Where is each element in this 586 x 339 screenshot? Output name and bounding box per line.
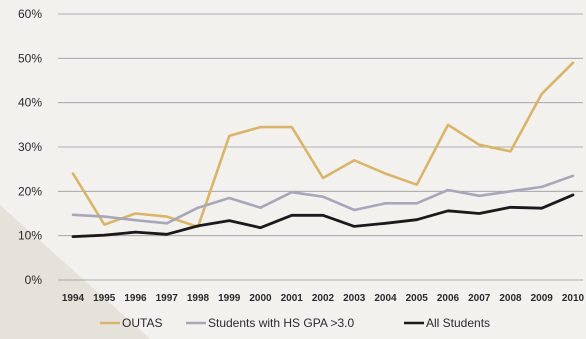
y-axis-ticks: 0% 10% 20% 30% 40% 50% 60% <box>18 7 42 287</box>
x-tick-label: 2003 <box>343 293 366 304</box>
x-tick-label: 1999 <box>218 293 241 304</box>
x-tick-label: 1995 <box>93 293 116 304</box>
x-tick-label: 1997 <box>156 293 179 304</box>
series-line-3 <box>71 193 575 239</box>
series-line-1 <box>71 61 575 229</box>
legend-label: All Students <box>426 316 490 330</box>
series-lines <box>71 61 575 239</box>
grid <box>58 13 583 281</box>
x-tick-label: 2010 <box>562 293 585 304</box>
x-tick-label: 2005 <box>406 293 429 304</box>
x-tick-label: 2007 <box>468 293 491 304</box>
x-tick-label: 1998 <box>187 293 210 304</box>
x-tick-label: 2004 <box>374 293 397 304</box>
y-tick-label: 30% <box>18 140 42 154</box>
y-tick-label: 0% <box>25 273 43 287</box>
x-tick-label: 1996 <box>124 293 147 304</box>
y-tick-label: 40% <box>18 96 42 110</box>
legend-label: Students with HS GPA >3.0 <box>208 316 355 330</box>
series-line-2 <box>71 174 575 225</box>
background-shadow <box>0 205 150 339</box>
x-tick-label: 1994 <box>62 293 85 304</box>
legend-label: OUTAS <box>122 316 162 330</box>
legend: OUTAS Students with HS GPA >3.0 All Studen… <box>100 316 490 330</box>
y-tick-label: 60% <box>18 7 42 21</box>
y-tick-label: 50% <box>18 51 42 65</box>
x-tick-label: 2000 <box>249 293 272 304</box>
x-axis-ticks: 1994 1995 1996 1997 1998 1999 2000 2001 2002 2003… <box>62 293 585 304</box>
x-tick-label: 2001 <box>281 293 304 304</box>
y-tick-label: 20% <box>18 184 42 198</box>
x-tick-label: 2002 <box>312 293 335 304</box>
y-tick-label: 10% <box>18 229 42 243</box>
x-tick-label: 2008 <box>499 293 522 304</box>
x-tick-label: 2009 <box>531 293 554 304</box>
x-tick-label: 2006 <box>437 293 460 304</box>
